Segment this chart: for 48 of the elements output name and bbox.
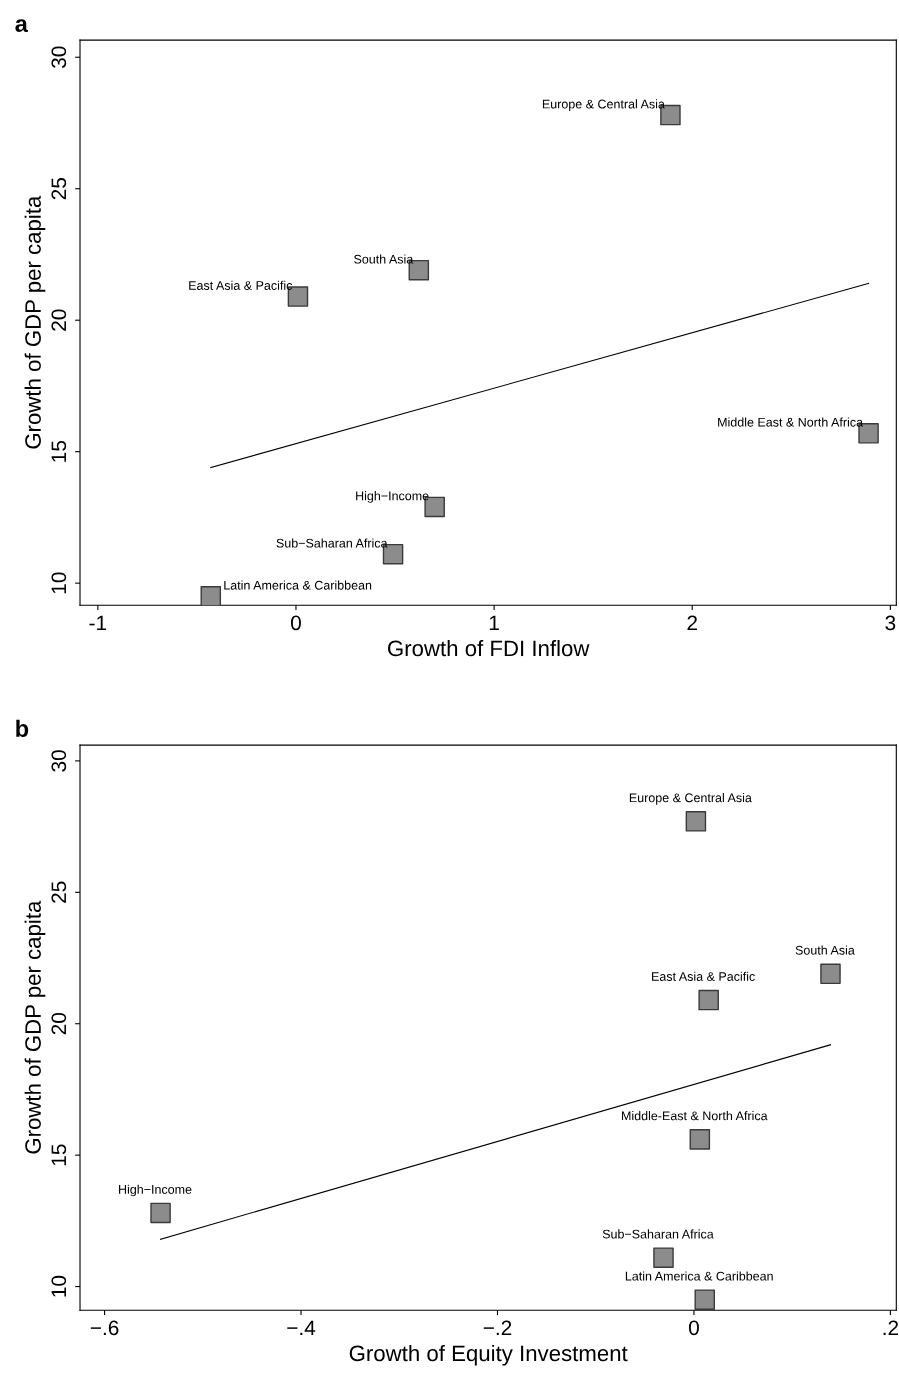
point — [150, 1202, 171, 1224]
y-tick-label: 15 — [51, 1144, 67, 1166]
y-tick-label: 10 — [51, 572, 67, 594]
y-tick-label: 25 — [51, 178, 67, 200]
annotation: Europe & Central Asia — [629, 793, 752, 805]
x-tick-label: -1 — [89, 615, 107, 631]
annotation: East Asia & Pacific — [652, 971, 755, 981]
annotation: Middle East & North Africa — [718, 417, 864, 427]
annotation: South Asia — [354, 254, 414, 264]
x-tick-label: 3 — [885, 615, 896, 631]
x-tick-label: 2 — [687, 615, 697, 631]
annotation: Middle-East & North Africa — [622, 1111, 768, 1121]
point — [698, 989, 719, 1011]
y-tick-label: 15 — [51, 440, 67, 462]
point — [820, 963, 841, 985]
y-tick-label: 30 — [51, 750, 67, 772]
x-tick-label: −.6 — [90, 1320, 119, 1336]
annotation: Sub−Saharan Africa — [602, 1229, 714, 1239]
x-tick-label: −.2 — [483, 1320, 512, 1336]
y-axis-title: Growth of GDP per capita — [24, 900, 46, 1154]
y-axis-title: Growth of GDP per capita — [24, 195, 46, 449]
x-tick-label: 0 — [688, 1320, 699, 1336]
point — [694, 1289, 716, 1310]
point — [653, 1247, 674, 1268]
x-tick-label: 0 — [290, 615, 301, 631]
x-tick-label: −.4 — [287, 1320, 316, 1336]
x-axis-title: Growth of FDI Inflow — [388, 639, 590, 657]
chart-title: b — [16, 719, 29, 738]
x-axis-title: Growth of Equity Investment — [349, 1344, 628, 1366]
annotation: Sub−Saharan Africa — [276, 538, 388, 548]
chart-title: a — [15, 19, 28, 33]
annotation: High−Income — [356, 491, 429, 503]
y-tick-label: 20 — [51, 309, 67, 331]
annotation: High−Income — [119, 1184, 192, 1197]
y-tick-label: 20 — [51, 1012, 67, 1035]
annotation: Latin America & Caribbean — [625, 1271, 773, 1281]
point — [689, 1129, 711, 1150]
x-tick-label: .2 — [883, 1320, 899, 1336]
y-tick-label: 25 — [51, 881, 67, 903]
x-tick-label: 1 — [489, 615, 499, 631]
point — [685, 811, 707, 832]
annotation: Europe & Central Asia — [542, 99, 665, 111]
annotation: Latin America & Caribbean — [224, 580, 372, 590]
y-tick-label: 10 — [51, 1275, 67, 1297]
annotation: East Asia & Pacific — [189, 280, 293, 290]
point — [200, 586, 222, 606]
y-tick-label: 30 — [51, 46, 67, 69]
annotation: South Asia — [795, 945, 855, 955]
